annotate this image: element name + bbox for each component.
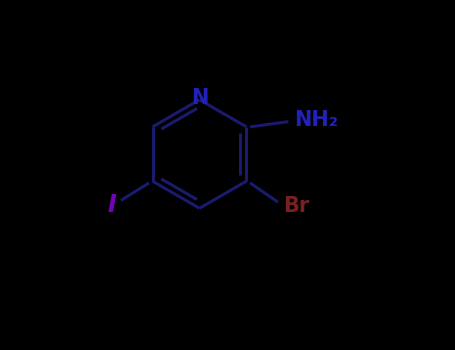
Text: NH₂: NH₂ [294, 110, 338, 130]
Text: N: N [191, 88, 208, 108]
Text: Br: Br [283, 196, 309, 216]
Text: I: I [107, 193, 116, 217]
